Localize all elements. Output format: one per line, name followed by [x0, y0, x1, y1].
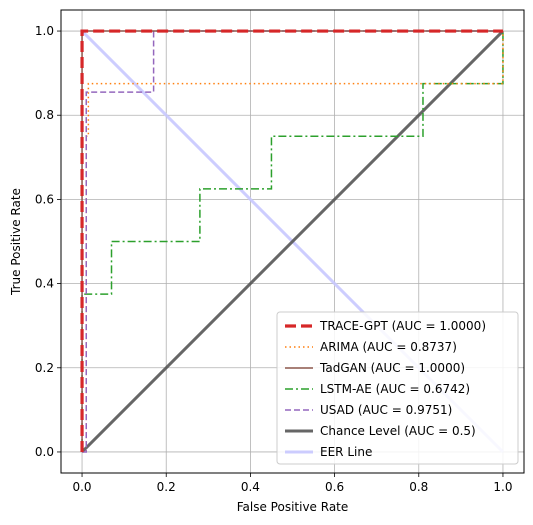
legend-label: TadGAN (AUC = 1.0000)	[319, 361, 465, 375]
y-tick-label: 0.2	[35, 361, 54, 375]
x-axis-label: False Positive Rate	[237, 500, 349, 514]
legend: TRACE-GPT (AUC = 1.0000) ARIMA (AUC = 0.8…	[276, 311, 519, 465]
series-line-3	[81, 31, 504, 452]
y-axis-label: True Positive Rate	[9, 188, 23, 296]
legend-label: ARIMA (AUC = 0.8737)	[320, 340, 457, 354]
y-tick-label: 0.0	[35, 445, 54, 459]
plot-frame	[60, 9, 525, 474]
legend-box	[276, 311, 519, 465]
legend-label: USAD (AUC = 0.9751)	[320, 403, 452, 417]
legend-label: EER Line	[320, 445, 372, 459]
legend-label: TRACE-GPT (AUC = 1.0000)	[319, 319, 486, 333]
x-tick-label: 0.0	[72, 480, 91, 494]
y-tick-label: 0.4	[35, 277, 54, 291]
legend-label: LSTM-AE (AUC = 0.6742)	[320, 382, 470, 396]
x-tick-label: 1.0	[493, 480, 512, 494]
legend-label: Chance Level (AUC = 0.5)	[320, 424, 476, 438]
series-line-5	[80, 29, 505, 454]
y-tick-label: 0.6	[35, 192, 54, 206]
axis-ticks: 0.0 0.2 0.4 0.6 0.8 1.0 0.0 0.2 0.4 0.6 0.8 1.0	[35, 24, 513, 494]
x-tick-label: 0.8	[409, 480, 428, 494]
x-tick-label: 0.2	[157, 480, 176, 494]
x-tick-label: 0.6	[325, 480, 344, 494]
series-line-0	[80, 29, 503, 452]
y-tick-label: 0.8	[35, 108, 54, 122]
y-tick-label: 1.0	[35, 24, 54, 38]
x-tick-label: 0.4	[241, 480, 260, 494]
